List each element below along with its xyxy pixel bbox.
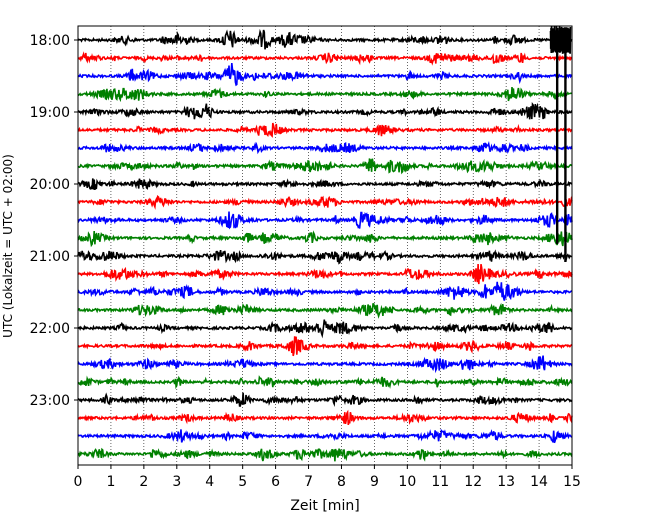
x-tick-label: 9 [370, 474, 379, 490]
trace-2030 [77, 211, 573, 230]
trace-1830 [77, 63, 573, 87]
trace-2000 [77, 178, 573, 190]
event-burst [549, 26, 572, 54]
trace-2100 [77, 249, 572, 265]
y-tick-label: 20:00 [30, 177, 70, 193]
grid-lines [110, 26, 540, 465]
trace-1815 [77, 51, 573, 66]
x-tick-label: 0 [74, 474, 83, 490]
x-tick-label: 10 [398, 474, 416, 490]
event-spikes [549, 26, 572, 262]
trace-1915 [77, 122, 573, 138]
x-tick-label: 5 [238, 474, 247, 490]
y-tick-label: 18:00 [30, 33, 70, 49]
trace-2145 [77, 302, 573, 319]
trace-1930 [77, 140, 573, 155]
y-axis-ticks: 18:00 19:00 20:00 21:00 22:00 23:00 [30, 33, 78, 409]
trace-2215 [77, 336, 572, 357]
x-axis-label: Zeit [min] [290, 498, 359, 514]
y-tick-label: 19:00 [30, 105, 70, 121]
x-tick-label: 12 [464, 474, 482, 490]
trace-1845 [77, 86, 573, 103]
trace-2115 [77, 263, 573, 285]
x-tick-label: 8 [337, 474, 346, 490]
seismic-traces [77, 28, 573, 462]
x-tick-label: 1 [106, 474, 115, 490]
y-tick-label: 23:00 [30, 393, 70, 409]
x-tick-label: 11 [431, 474, 449, 490]
trace-1800 [77, 28, 573, 50]
trace-2245 [77, 375, 573, 390]
trace-1900 [77, 102, 573, 120]
y-tick-label: 21:00 [30, 249, 70, 265]
trace-2015 [77, 195, 573, 210]
trace-2330 [77, 428, 573, 444]
plot-background [78, 26, 572, 465]
x-tick-label: 14 [530, 474, 548, 490]
x-tick-label: 3 [172, 474, 181, 490]
y-axis-label: UTC (Lokalzeit = UTC + 02:00) [1, 154, 15, 338]
x-tick-label: 15 [563, 474, 581, 490]
x-axis-ticks: 0 1 2 3 4 5 6 7 8 9 10 11 12 13 14 15 [74, 465, 581, 490]
trace-2315 [77, 409, 573, 426]
x-tick-label: 4 [205, 474, 214, 490]
trace-2300 [77, 392, 573, 407]
trace-2045 [77, 230, 573, 248]
x-tick-label: 6 [271, 474, 280, 490]
x-tick-label: 13 [497, 474, 515, 490]
trace-2130 [77, 281, 573, 301]
trace-2200 [77, 319, 573, 339]
y-tick-label: 22:00 [30, 321, 70, 337]
trace-2345 [77, 447, 573, 462]
x-tick-label: 2 [139, 474, 148, 490]
trace-1945 [77, 158, 573, 175]
trace-2230 [77, 355, 573, 374]
x-tick-label: 7 [304, 474, 313, 490]
plot-frame [77, 25, 573, 466]
